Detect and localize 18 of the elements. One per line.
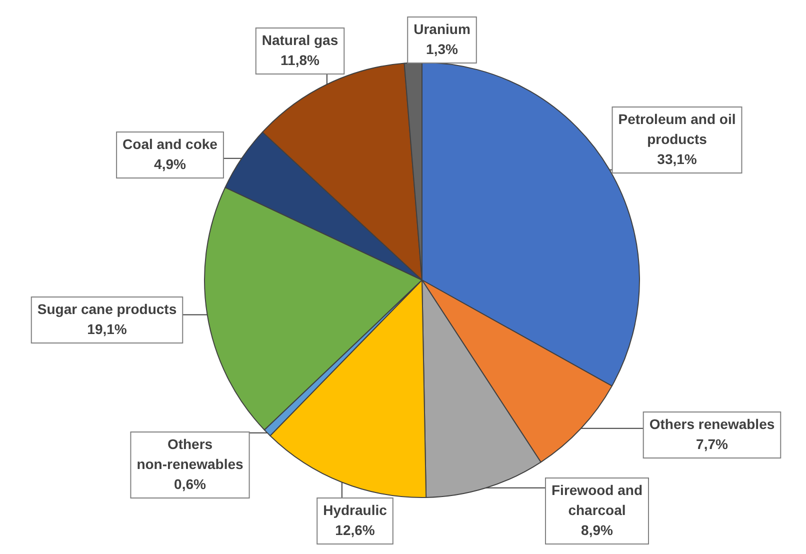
data-label: 12,6% bbox=[335, 522, 376, 538]
data-label: 4,9% bbox=[154, 156, 186, 172]
slice-label: Natural gas bbox=[262, 32, 338, 48]
data-label: 19,1% bbox=[87, 320, 128, 337]
slice-label: Firewood and charcoal bbox=[552, 482, 642, 518]
slice-label: Hydraulic bbox=[323, 502, 388, 518]
data-label: 0,6% bbox=[174, 476, 206, 492]
data-label: 11,8% bbox=[280, 52, 320, 68]
slice-label: Petroleum and oil products bbox=[618, 110, 736, 147]
data-label: 8,9% bbox=[581, 522, 614, 538]
data-label: 33,1% bbox=[657, 150, 698, 167]
slice-label: Others renewables bbox=[649, 416, 775, 432]
slice-label: Others non-renewables bbox=[136, 436, 244, 472]
slice-label: Sugar cane products bbox=[37, 300, 177, 317]
data-label: 7,7% bbox=[696, 436, 728, 452]
slice-label: Coal and coke bbox=[122, 136, 218, 152]
data-label: 1,3% bbox=[426, 40, 458, 57]
slice-label: Uranium bbox=[414, 20, 470, 37]
